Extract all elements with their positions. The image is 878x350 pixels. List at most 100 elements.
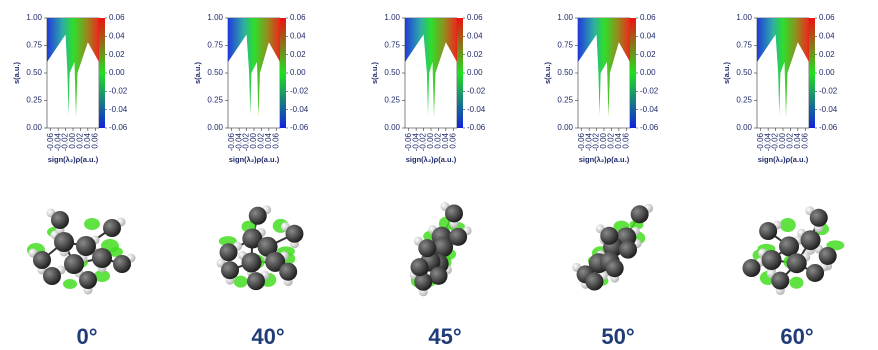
y-tick-label: 1.00 — [26, 13, 42, 22]
y-tick-label: 0.00 — [736, 123, 752, 132]
x-tick-label: -0.06 — [756, 132, 765, 151]
colorbar-tick-label: -0.04 — [109, 105, 128, 114]
x-tick-label: -0.02 — [771, 132, 780, 151]
isosurface — [789, 276, 804, 289]
carbon — [43, 267, 61, 285]
x-tick-label: -0.04 — [411, 132, 420, 151]
x-tick-label: 0.04 — [614, 132, 623, 148]
carbon — [246, 272, 265, 291]
y-tick-label: 1.00 — [736, 13, 752, 22]
carbon — [257, 236, 278, 257]
carbon — [64, 254, 84, 274]
colorbar-tick-label: -0.02 — [819, 86, 838, 95]
carbon — [414, 272, 433, 291]
molecule — [27, 208, 136, 295]
colorbar-tick-label: -0.04 — [640, 105, 659, 114]
carbon — [809, 208, 828, 227]
x-axis-label: sign(λ₂)ρ(a.u.) — [229, 155, 280, 164]
carbon — [241, 252, 262, 273]
y-tick-label: 0.25 — [26, 96, 42, 105]
carbon — [605, 259, 624, 278]
carbon — [33, 251, 51, 269]
carbon — [444, 204, 463, 223]
x-tick-label: -0.02 — [61, 132, 70, 151]
colorbar-tick-label: 0.02 — [819, 50, 835, 59]
x-tick-label: 0.06 — [90, 132, 99, 148]
x-tick-label: 0.04 — [441, 132, 450, 148]
x-tick-label: -0.04 — [763, 132, 772, 151]
x-tick-label: 0.06 — [800, 132, 809, 148]
x-tick-label: 0.00 — [426, 132, 435, 148]
x-tick-label: 0.02 — [786, 132, 795, 148]
isosurface — [63, 279, 77, 289]
x-tick-label: 0.02 — [434, 132, 443, 148]
carbon — [449, 227, 468, 246]
panel: 0.000.250.500.751.00-0.06-0.04-0.020.000… — [543, 13, 659, 349]
x-tick-label: 0.00 — [778, 132, 787, 148]
colorbar-tick-label: 0.02 — [290, 50, 306, 59]
colorbar-tick-label: 0.06 — [640, 13, 656, 22]
panel: 0.000.250.500.751.00-0.06-0.04-0.020.000… — [722, 13, 845, 349]
colorbar-tick-label: 0.00 — [467, 68, 483, 77]
carbon — [76, 236, 96, 256]
carbon — [742, 259, 761, 278]
carbon — [242, 228, 263, 249]
carbon — [410, 258, 429, 277]
carbon — [418, 239, 437, 258]
y-tick-label: 1.00 — [207, 13, 223, 22]
y-axis-label: s(a.u.) — [193, 61, 202, 84]
colorbar-tick-label: 0.00 — [819, 68, 835, 77]
colorbar — [457, 18, 463, 128]
carbon — [54, 232, 74, 252]
colorbar-tick-label: 0.06 — [467, 13, 483, 22]
colorbar-tick-label: 0.04 — [467, 31, 483, 40]
carbon — [600, 226, 619, 245]
y-tick-label: 0.50 — [26, 68, 42, 77]
x-axis-label: sign(λ₂)ρ(a.u.) — [758, 155, 809, 164]
angle-caption: 60° — [780, 324, 813, 349]
carbon — [800, 230, 821, 251]
angle-caption: 50° — [601, 324, 634, 349]
y-tick-label: 0.25 — [557, 96, 573, 105]
colorbar-tick-label: 0.06 — [819, 13, 835, 22]
y-tick-label: 0.00 — [207, 123, 223, 132]
colorbar-tick-label: -0.04 — [467, 105, 486, 114]
y-tick-label: 0.75 — [384, 41, 400, 50]
colorbar-tick-label: 0.02 — [109, 50, 125, 59]
x-axis-label: sign(λ₂)ρ(a.u.) — [48, 155, 99, 164]
carbon — [779, 236, 800, 257]
carbon — [619, 240, 638, 259]
molecule — [572, 203, 654, 291]
x-tick-label: -0.04 — [584, 132, 593, 151]
x-tick-label: 0.02 — [76, 132, 85, 148]
x-tick-label: 0.02 — [257, 132, 266, 148]
panel: 0.000.250.500.751.00-0.06-0.04-0.020.000… — [193, 13, 309, 349]
y-tick-label: 1.00 — [557, 13, 573, 22]
isosurface — [779, 218, 796, 233]
density-cloud — [47, 18, 99, 117]
x-tick-label: 0.02 — [607, 132, 616, 148]
y-tick-label: 0.50 — [736, 68, 752, 77]
x-tick-label: -0.02 — [242, 132, 251, 151]
angle-caption: 0° — [76, 324, 97, 349]
density-cloud — [405, 18, 457, 117]
carbon — [786, 253, 807, 274]
x-tick-label: -0.02 — [592, 132, 601, 151]
colorbar-tick-label: 0.00 — [109, 68, 125, 77]
x-tick-label: 0.00 — [599, 132, 608, 148]
carbon — [92, 248, 112, 268]
carbon — [279, 262, 298, 281]
y-tick-label: 0.25 — [207, 96, 223, 105]
colorbar-tick-label: 0.00 — [640, 68, 656, 77]
carbon — [630, 205, 649, 224]
isosurface — [218, 236, 237, 247]
colorbar-tick-label: -0.06 — [290, 123, 309, 132]
x-tick-label: -0.04 — [53, 132, 62, 151]
colorbar — [99, 18, 105, 128]
angle-caption: 45° — [428, 324, 461, 349]
colorbar-tick-label: -0.06 — [819, 123, 838, 132]
angle-caption: 40° — [251, 324, 284, 349]
x-tick-label: 0.04 — [264, 132, 273, 148]
density-cloud — [578, 18, 630, 117]
carbon — [585, 272, 604, 291]
